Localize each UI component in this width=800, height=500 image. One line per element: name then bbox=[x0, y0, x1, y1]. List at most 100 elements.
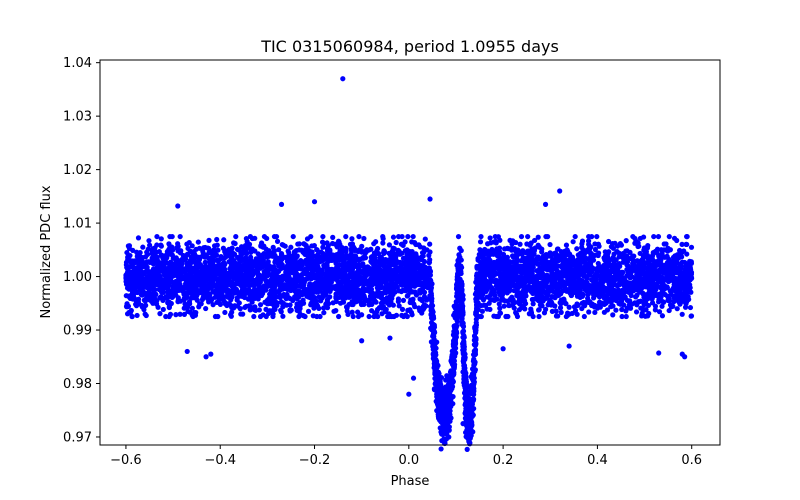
data-point bbox=[658, 257, 664, 263]
data-point bbox=[674, 306, 680, 312]
data-point bbox=[603, 300, 609, 306]
data-point bbox=[635, 240, 641, 246]
data-point bbox=[369, 254, 375, 260]
data-point bbox=[136, 277, 142, 284]
data-point bbox=[299, 292, 305, 298]
data-point bbox=[228, 313, 234, 319]
data-point bbox=[156, 260, 163, 266]
data-point bbox=[369, 272, 375, 278]
data-point bbox=[479, 295, 485, 301]
data-point bbox=[583, 273, 589, 280]
data-point bbox=[666, 307, 672, 314]
data-point bbox=[505, 313, 511, 320]
data-point bbox=[655, 233, 662, 240]
data-point bbox=[154, 233, 160, 240]
data-point bbox=[530, 288, 536, 294]
data-point bbox=[302, 313, 308, 320]
data-point bbox=[326, 272, 333, 278]
data-point bbox=[251, 313, 257, 320]
data-point bbox=[575, 252, 581, 258]
data-point bbox=[478, 233, 484, 240]
data-point bbox=[329, 240, 336, 247]
data-point bbox=[317, 313, 323, 320]
data-point bbox=[349, 309, 355, 315]
data-point bbox=[158, 243, 164, 249]
data-point bbox=[419, 310, 425, 316]
data-point bbox=[610, 245, 617, 251]
data-point bbox=[499, 295, 505, 301]
data-point bbox=[290, 233, 296, 240]
data-point bbox=[559, 265, 565, 271]
data-point bbox=[214, 242, 220, 248]
data-point bbox=[589, 277, 595, 283]
data-point bbox=[270, 278, 277, 285]
data-point bbox=[309, 243, 315, 249]
data-point bbox=[222, 309, 228, 316]
data-point bbox=[328, 279, 334, 285]
data-point bbox=[278, 309, 284, 315]
data-point bbox=[421, 294, 428, 300]
data-point bbox=[202, 259, 208, 265]
data-point bbox=[517, 241, 523, 247]
data-point bbox=[455, 233, 462, 240]
data-point bbox=[609, 269, 615, 275]
data-point bbox=[618, 301, 624, 307]
data-point bbox=[243, 290, 249, 296]
data-point bbox=[361, 235, 367, 242]
data-point bbox=[521, 264, 527, 270]
data-point bbox=[343, 233, 349, 240]
data-point bbox=[491, 289, 497, 295]
data-point bbox=[610, 303, 616, 309]
data-point bbox=[350, 313, 356, 320]
data-point bbox=[320, 233, 326, 240]
data-point bbox=[133, 259, 139, 266]
data-point bbox=[619, 306, 625, 313]
data-point bbox=[413, 257, 419, 263]
data-point bbox=[147, 242, 153, 248]
data-point bbox=[158, 236, 164, 242]
data-point bbox=[367, 293, 374, 299]
data-point bbox=[288, 244, 294, 250]
data-point bbox=[234, 295, 240, 301]
data-point bbox=[616, 282, 622, 288]
data-point bbox=[530, 301, 536, 307]
data-point bbox=[382, 258, 388, 264]
data-point bbox=[412, 304, 418, 310]
data-point bbox=[258, 242, 264, 249]
data-point bbox=[632, 235, 638, 242]
data-point bbox=[123, 272, 129, 278]
data-point bbox=[189, 305, 195, 311]
data-point bbox=[567, 276, 574, 282]
data-point bbox=[185, 286, 191, 292]
data-point bbox=[613, 307, 619, 313]
data-point bbox=[386, 276, 392, 282]
data-point bbox=[427, 257, 433, 263]
data-point bbox=[417, 244, 423, 250]
data-point bbox=[305, 308, 312, 314]
data-point bbox=[124, 303, 130, 309]
data-point bbox=[479, 308, 485, 314]
data-point bbox=[163, 259, 169, 265]
data-point bbox=[322, 263, 328, 270]
data-point bbox=[577, 261, 583, 267]
data-point bbox=[278, 299, 284, 305]
data-point bbox=[128, 263, 135, 270]
data-point bbox=[167, 249, 173, 255]
data-point bbox=[324, 246, 330, 252]
data-point bbox=[683, 292, 689, 299]
data-point bbox=[241, 257, 247, 263]
data-point bbox=[511, 305, 517, 311]
data-point bbox=[333, 298, 339, 305]
data-point bbox=[330, 234, 336, 240]
data-point bbox=[634, 271, 640, 278]
data-point bbox=[399, 265, 405, 271]
data-point bbox=[331, 271, 338, 277]
data-point bbox=[140, 244, 146, 250]
data-point bbox=[674, 237, 680, 244]
data-point bbox=[604, 307, 611, 313]
data-point bbox=[229, 255, 235, 261]
data-point bbox=[176, 277, 182, 283]
data-point bbox=[295, 241, 301, 247]
data-point bbox=[315, 254, 321, 260]
